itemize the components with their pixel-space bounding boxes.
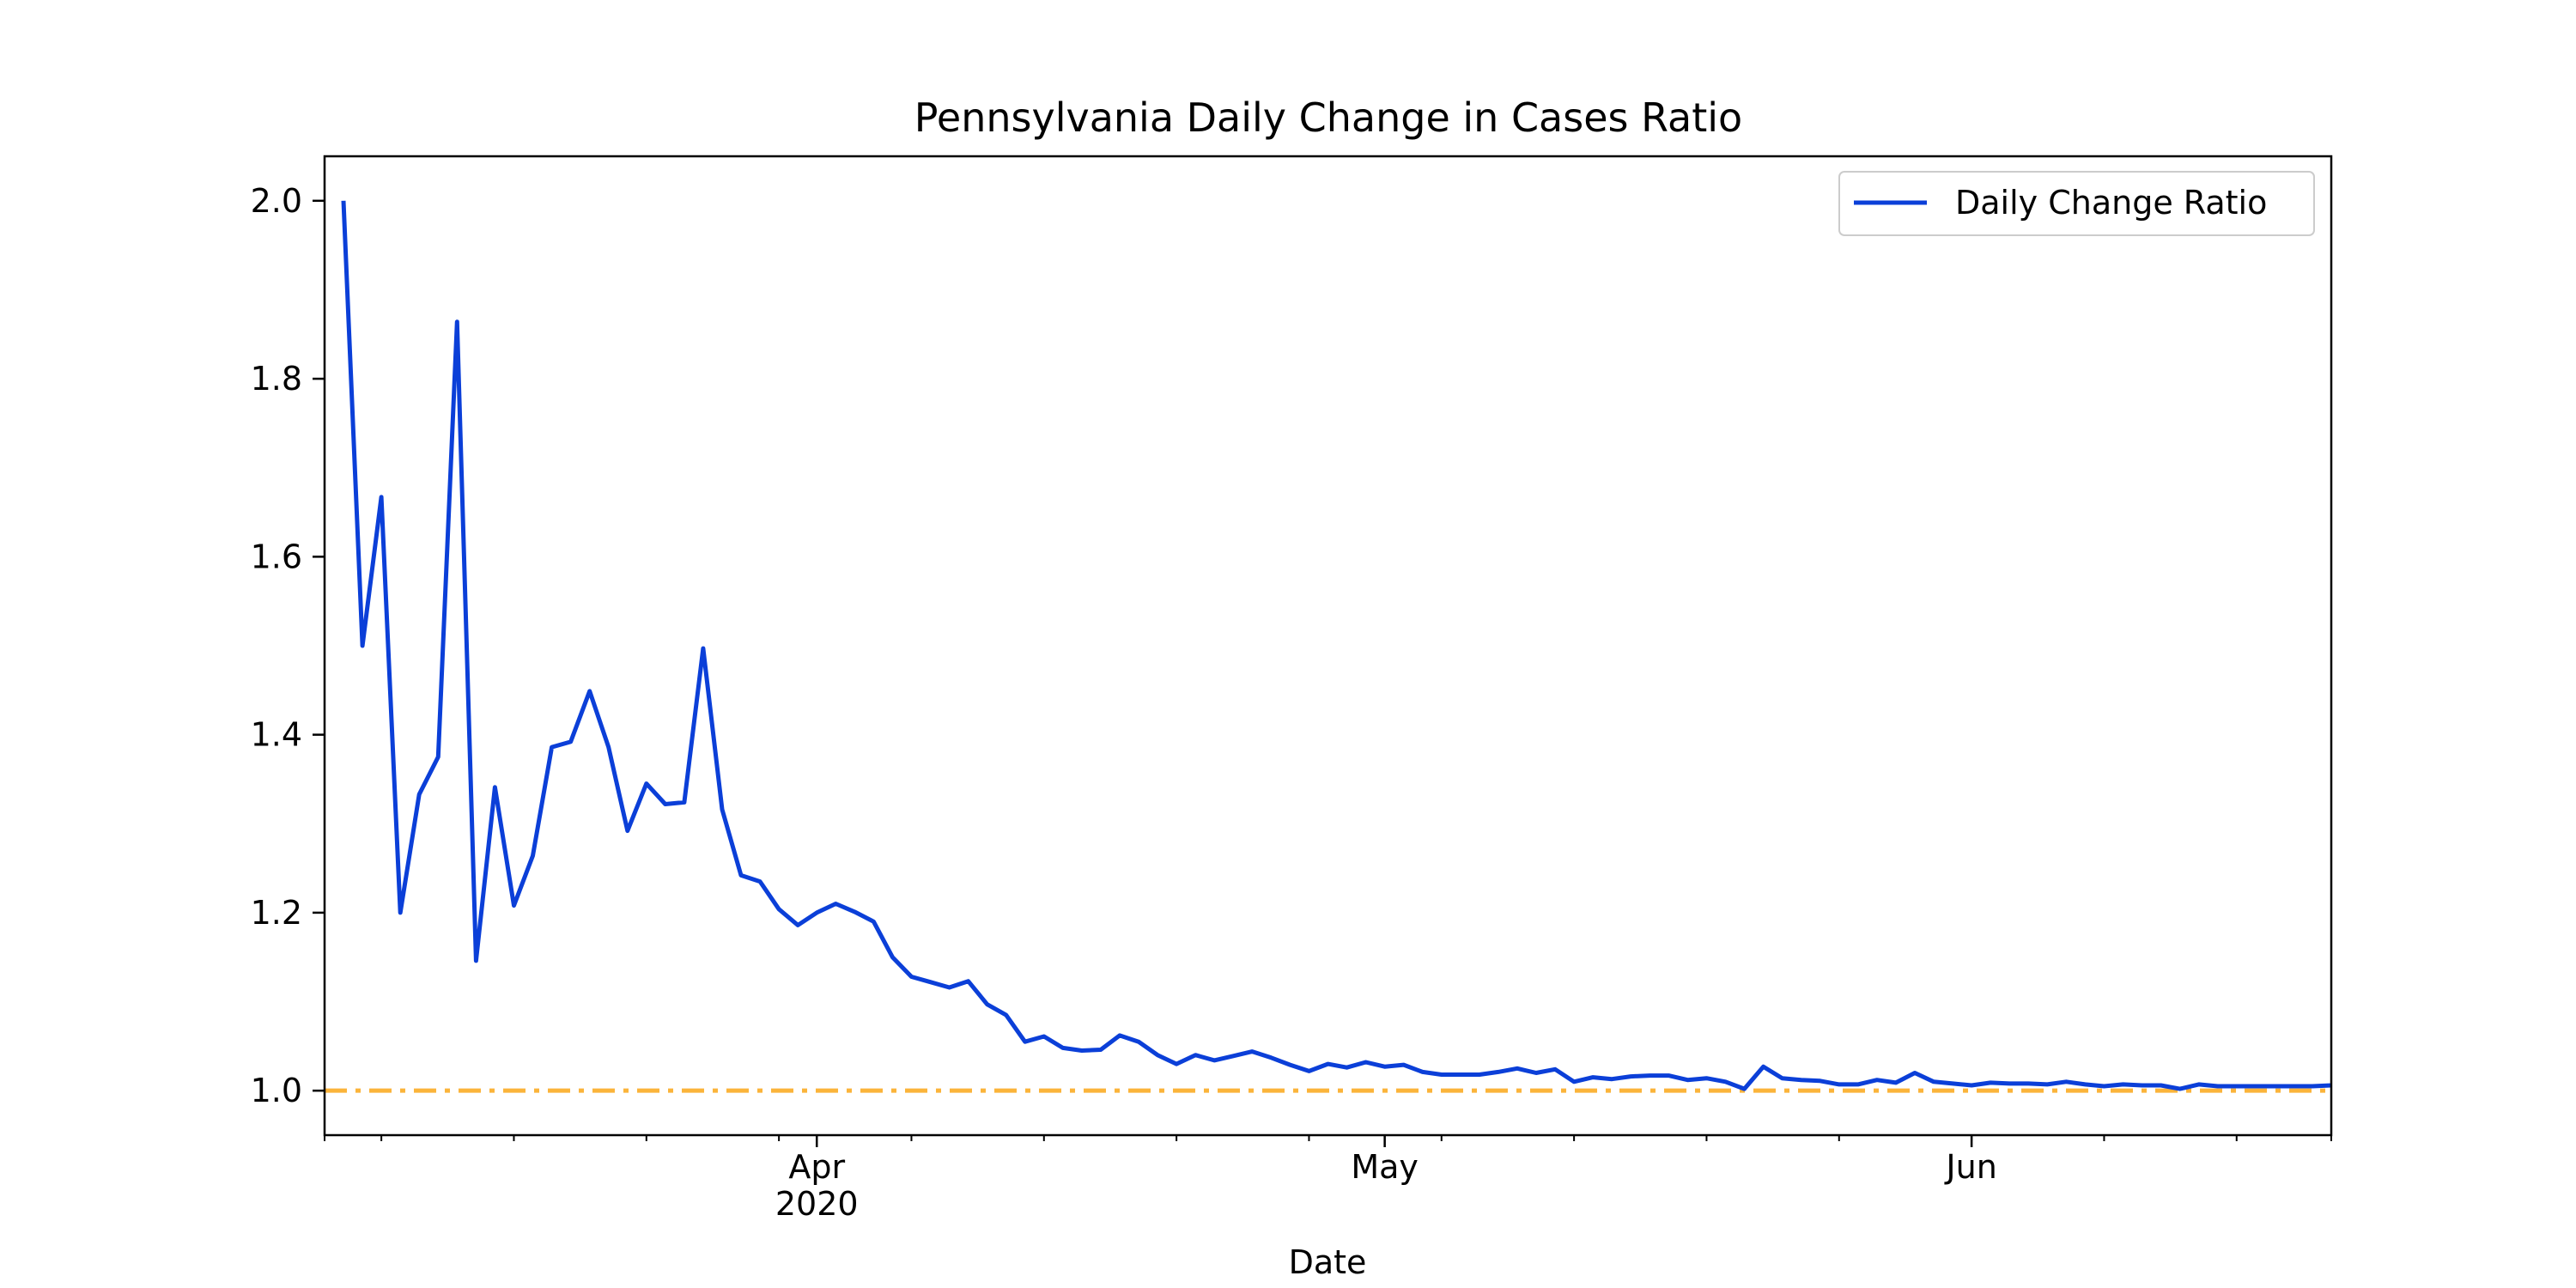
x-tick-label: May xyxy=(1351,1148,1419,1186)
x-axis-label: Date xyxy=(1289,1243,1367,1281)
x-tick-label: Jun xyxy=(1944,1148,1996,1186)
y-tick-label: 1.8 xyxy=(251,360,302,398)
legend-label: Daily Change Ratio xyxy=(1955,184,2267,222)
legend: Daily Change Ratio xyxy=(1838,171,2315,236)
y-tick-label: 2.0 xyxy=(251,182,302,220)
y-tick-label: 1.2 xyxy=(251,894,302,932)
plot-area xyxy=(325,200,2332,1093)
y-tick-label: 1.6 xyxy=(251,538,302,575)
plot-frame xyxy=(323,155,2333,1137)
y-tick-label: 1.4 xyxy=(251,716,302,754)
y-axis: 1.0 1.2 1.4 1.6 1.8 2.0 xyxy=(251,182,325,1109)
legend-box xyxy=(1838,171,2315,236)
x-tick-sublabel: 2020 xyxy=(775,1185,859,1223)
series-line-daily-change-ratio xyxy=(341,200,2332,1091)
chart-title: Pennsylvania Daily Change in Cases Ratio xyxy=(914,94,1742,141)
y-tick-label: 1.0 xyxy=(251,1072,302,1109)
x-tick-label: Apr xyxy=(788,1148,845,1186)
